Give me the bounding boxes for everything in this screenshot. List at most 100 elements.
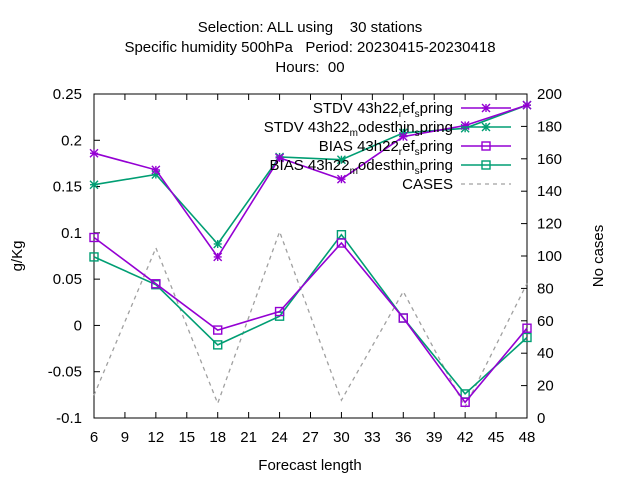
y2-tick-label: 60: [537, 313, 554, 330]
series-2-point: [213, 325, 223, 335]
x-tick-label: 33: [364, 429, 381, 446]
y2-tick-label: 40: [537, 345, 554, 362]
y-tick-label: 0.1: [61, 225, 82, 242]
y2-tick-label: 20: [537, 378, 554, 395]
series-line-2: [93, 236, 528, 404]
series-0-point: [522, 100, 532, 110]
y-tick-label: -0.1: [56, 410, 82, 427]
legend-label-part: r: [399, 109, 403, 120]
y-tick-label: 0.2: [61, 132, 82, 149]
legend-label-part: r: [399, 147, 403, 158]
chart-title: Selection: ALL using 30 stations Specific…: [124, 19, 495, 76]
x-tick-label: 30: [333, 429, 350, 446]
x-tick-label: 39: [426, 429, 443, 446]
series-line-3: [93, 233, 528, 396]
title-line: Selection: ALL using 30 stations: [198, 19, 423, 36]
legend-label-part: pring: [420, 138, 453, 155]
y-tick-label: 0.15: [53, 179, 82, 196]
title-line: Specific humidity 500hPa Period: 2023041…: [124, 39, 495, 56]
x-axis-label: Forecast length: [258, 457, 361, 474]
series-layer: [89, 100, 532, 409]
legend-label-text: BIAS 43h22: [270, 157, 350, 174]
x-tick-label: 36: [395, 429, 412, 446]
legend-label-part: pring: [420, 100, 453, 117]
legend-label-text: CASES: [402, 176, 453, 193]
series-2-point: [398, 313, 408, 323]
legend-label: STDV 43h22modesthinspring: [264, 119, 453, 139]
series-2-point: [274, 306, 285, 317]
series-0-point: [213, 252, 223, 262]
title-line: Hours: 00: [275, 59, 344, 76]
series-line-4: [93, 229, 528, 409]
y2-tick-label: 200: [537, 86, 562, 103]
series-2-point: [460, 397, 470, 407]
x-tick-label: 12: [148, 429, 165, 446]
series-2-point: [151, 279, 161, 289]
y-tick-label: 0.05: [53, 271, 82, 288]
legend-label-text: STDV 43h22: [313, 100, 399, 117]
series-2-point: [89, 232, 99, 243]
series-0-point: [151, 165, 161, 175]
y2-tick-label: 140: [537, 183, 562, 200]
legend-marker-0: [481, 103, 491, 113]
x-tick-label: 6: [90, 429, 98, 446]
x-tick-label: 42: [457, 429, 474, 446]
legend-label-part: pring: [420, 157, 453, 174]
x-tick-label: 9: [121, 429, 129, 446]
legend-label-part: odesthin: [358, 119, 415, 136]
axis-ticks: 6 9 12 15 18 21 24 27 30 33 36 39 42 45 48 -0.1 -0.05 0 0.…: [48, 86, 562, 446]
legend-label-text: STDV 43h22: [264, 119, 350, 136]
series-3-point: [213, 340, 223, 350]
y2-tick-label: 120: [537, 216, 562, 233]
y-axis-label: g/Kg: [9, 241, 26, 272]
y2-tick-label: 100: [537, 248, 562, 265]
legend-label-part: ef: [402, 138, 415, 155]
x-tick-label: 24: [271, 429, 288, 446]
series-3-point: [522, 332, 532, 343]
legend-label-part: s: [415, 166, 420, 177]
legend-label-part: ef: [402, 100, 415, 117]
legend-label-part: m: [350, 128, 358, 139]
legend-marker-2: [481, 141, 491, 151]
legend-label-part: s: [415, 109, 420, 120]
series-line-1: [93, 104, 528, 246]
x-tick-label: 18: [209, 429, 226, 446]
series-3-point: [89, 252, 99, 262]
x-tick-label: 48: [519, 429, 536, 446]
series-0-point: [336, 174, 346, 184]
y2-tick-label: 180: [537, 118, 562, 135]
legend-label-part: odesthin: [358, 157, 415, 174]
x-tick-label: 27: [302, 429, 319, 446]
legend-label-part: s: [415, 128, 420, 139]
legend-label: STDV 43h22refspring: [313, 100, 453, 120]
y2-tick-label: 160: [537, 151, 562, 168]
legend-label-part: m: [350, 166, 358, 177]
legend-label: BIAS 43h22refspring: [319, 138, 453, 158]
series-1-point: [89, 180, 99, 190]
legend-label: BIAS 43h22modesthinspring: [270, 157, 453, 177]
series-line-0: [93, 104, 528, 259]
series-2-point: [336, 238, 347, 248]
y2-tick-label: 0: [537, 410, 545, 427]
series-0-point: [398, 132, 408, 142]
y-tick-label: 0.25: [53, 86, 82, 103]
x-tick-label: 15: [178, 429, 195, 446]
series-2-point: [522, 323, 532, 333]
x-tick-label: 21: [240, 429, 257, 446]
x-tick-label: 45: [488, 429, 505, 446]
series-1-point: [213, 239, 223, 249]
series-1-point: [336, 155, 346, 165]
legend-marker-1: [481, 122, 491, 132]
y-tick-label: -0.05: [48, 364, 82, 381]
legend-label: CASES: [402, 176, 453, 193]
y-tick-label: 0: [74, 317, 82, 334]
y2-tick-label: 80: [537, 280, 554, 297]
series-0-point: [89, 148, 99, 158]
series-0-point: [460, 120, 470, 130]
y2-axis-label: No cases: [590, 225, 607, 288]
series-0-point: [275, 153, 285, 163]
legend-marker-3: [481, 160, 491, 170]
legend-label-text: BIAS 43h22: [319, 138, 399, 155]
